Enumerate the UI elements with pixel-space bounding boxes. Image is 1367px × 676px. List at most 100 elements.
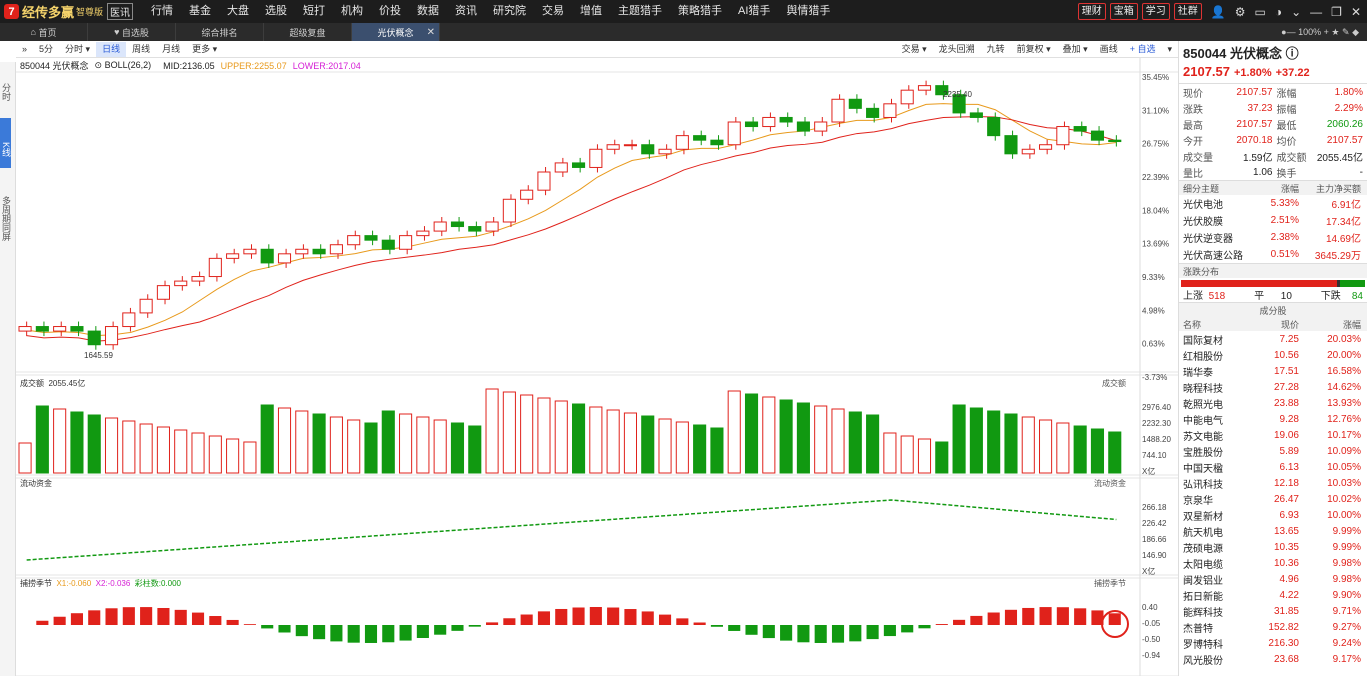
sub-theme-row[interactable]: 光伏电池 5.33% 6.91亿 bbox=[1179, 195, 1367, 212]
zoom-in-icon[interactable]: + bbox=[1323, 27, 1329, 37]
quote-cell: 振幅 bbox=[1276, 104, 1297, 116]
minimize-icon[interactable]: — bbox=[1310, 4, 1323, 19]
sub-theme-row[interactable]: 光伏高速公路 0.51% 3645.29万 bbox=[1179, 246, 1367, 263]
component-row[interactable]: 罗博特科 216.30 9.24% bbox=[1179, 635, 1367, 651]
pin-icon[interactable]: ◆ bbox=[1352, 26, 1359, 37]
col-theme: 细分主题 bbox=[1183, 183, 1220, 194]
period-monthly[interactable]: 月线 bbox=[162, 43, 181, 54]
window-icon[interactable]: ▭ bbox=[1254, 4, 1266, 19]
component-row[interactable]: 乾照光电 23.88 13.93% bbox=[1179, 395, 1367, 411]
component-row[interactable]: 中能电气 9.28 12.76% bbox=[1179, 411, 1367, 427]
menu-item-2[interactable]: 大盘 bbox=[227, 5, 250, 17]
close-tab-icon[interactable]: ✕ bbox=[426, 26, 435, 38]
osc-bar bbox=[797, 625, 810, 643]
menu-item-3[interactable]: 选股 bbox=[265, 5, 288, 17]
component-row[interactable]: 杰普特 152.82 9.27% bbox=[1179, 619, 1367, 635]
tab-pv-concept[interactable]: 光伏概念 ✕ bbox=[352, 23, 440, 41]
menu-item-10[interactable]: 交易 bbox=[542, 5, 565, 17]
menu-item-13[interactable]: 策略猎手 bbox=[678, 5, 723, 17]
component-row[interactable]: 闽发铝业 4.96 9.98% bbox=[1179, 571, 1367, 587]
tab-label: 综合排名 bbox=[201, 27, 238, 38]
menu-item-12[interactable]: 主题猎手 bbox=[618, 5, 663, 17]
draw-line-button[interactable]: 画线 bbox=[1099, 43, 1118, 54]
view-tab-kline[interactable]: K线 bbox=[0, 118, 11, 168]
component-row[interactable]: 双星新材 6.93 10.00% bbox=[1179, 507, 1367, 523]
component-row[interactable]: 拓日新能 4.22 9.90% bbox=[1179, 587, 1367, 603]
candle-body bbox=[226, 253, 240, 259]
component-row[interactable]: 京泉华 26.47 10.02% bbox=[1179, 491, 1367, 507]
component-row[interactable]: 瑞华泰 17.51 16.58% bbox=[1179, 363, 1367, 379]
overlay-button[interactable]: 叠加 ▾ bbox=[1062, 43, 1088, 54]
period-intraday[interactable]: 分时 ▾ bbox=[65, 43, 91, 54]
tab-watchlist[interactable]: ♥ 自选股 bbox=[88, 23, 176, 41]
component-row[interactable]: 国际复材 7.25 20.03% bbox=[1179, 331, 1367, 347]
edit-icon[interactable]: ✎ bbox=[1342, 26, 1350, 37]
component-row[interactable]: 茂硕电源 10.35 9.99% bbox=[1179, 539, 1367, 555]
osc-bar bbox=[36, 620, 49, 625]
leader-trace-button[interactable]: 龙头回溯 bbox=[938, 43, 975, 54]
component-row[interactable]: 宝胜股份 5.89 10.09% bbox=[1179, 443, 1367, 459]
component-row[interactable]: 航天机电 13.65 9.99% bbox=[1179, 523, 1367, 539]
add-watchlist-button[interactable]: + 自选 bbox=[1129, 43, 1156, 54]
menu-item-14[interactable]: AI猎手 bbox=[738, 5, 771, 17]
close-icon[interactable]: ✕ bbox=[1350, 4, 1361, 19]
menu-item-1[interactable]: 基金 bbox=[189, 5, 212, 17]
chevron-down-icon[interactable]: ⌄ bbox=[1291, 4, 1302, 19]
menu-item-0[interactable]: 行情 bbox=[151, 5, 174, 17]
nine-turn-button[interactable]: 九转 bbox=[986, 43, 1005, 54]
star-icon[interactable]: ★ bbox=[1331, 26, 1340, 37]
component-cell: 16.58% bbox=[1327, 365, 1361, 377]
menu-item-8[interactable]: 资讯 bbox=[455, 5, 478, 17]
view-tab-multi[interactable]: 多周期同屏 bbox=[1, 195, 11, 241]
component-row[interactable]: 晓程科技 27.28 14.62% bbox=[1179, 379, 1367, 395]
app-logo[interactable]: 7 经传多赢 智尊版 医讯 bbox=[0, 0, 134, 23]
components-list[interactable]: 国际复材 7.25 20.03% 红相股份 10.56 20.00% 瑞华泰 17.51 16.… bbox=[1179, 331, 1367, 667]
gear-icon[interactable]: ⚙ bbox=[1234, 4, 1246, 19]
menu-item-11[interactable]: 增值 bbox=[580, 5, 603, 17]
tab-home[interactable]: ⌂ 首页 bbox=[0, 23, 88, 41]
component-row[interactable]: 中国天楹 6.13 10.05% bbox=[1179, 459, 1367, 475]
component-row[interactable]: 弘讯科技 12.18 10.03% bbox=[1179, 475, 1367, 491]
period-5min[interactable]: 5分 bbox=[39, 43, 54, 54]
sub-theme-row[interactable]: 光伏胶膜 2.51% 17.34亿 bbox=[1179, 212, 1367, 229]
component-row[interactable]: 风光股份 23.68 9.17% bbox=[1179, 651, 1367, 667]
trade-button[interactable]: 交易 ▾ bbox=[901, 43, 927, 54]
tab-label: 自选股 bbox=[121, 27, 149, 38]
menu-item-9[interactable]: 研究院 bbox=[493, 5, 527, 17]
restore-icon[interactable]: ❐ bbox=[1331, 4, 1342, 19]
adjust-button[interactable]: 前复权 ▾ bbox=[1016, 43, 1051, 54]
component-row[interactable]: 红相股份 10.56 20.00% bbox=[1179, 347, 1367, 363]
user-icon[interactable]: 👤 bbox=[1210, 4, 1226, 19]
indicator-name[interactable]: ⊙ BOLL(26,2) bbox=[94, 60, 152, 70]
info-icon[interactable]: ⓘ bbox=[1285, 46, 1299, 61]
toolbar-more-button[interactable]: ▾ bbox=[1167, 43, 1172, 54]
period-daily[interactable]: 日线 bbox=[96, 41, 127, 57]
component-row[interactable]: 能辉科技 31.85 9.71% bbox=[1179, 603, 1367, 619]
menu-item-15[interactable]: 舆情猎手 bbox=[786, 5, 831, 17]
top-button-xuexi[interactable]: 学习 bbox=[1141, 3, 1170, 20]
top-button-shequn[interactable]: 社群 bbox=[1173, 3, 1202, 20]
period-more[interactable]: 更多 ▾ bbox=[192, 43, 218, 54]
candle-body bbox=[1090, 130, 1105, 141]
menu-item-4[interactable]: 短打 bbox=[303, 5, 326, 17]
skin-icon[interactable]: ◑ bbox=[1274, 4, 1283, 19]
top-button-licai[interactable]: 理财 bbox=[1077, 3, 1106, 20]
chart-canvas[interactable]: 35.45% 31.10% 26.75% 22.39% 18.04% 13.69% 9.33… bbox=[0, 0, 1178, 676]
top-button-baoxiang[interactable]: 宝箱 bbox=[1109, 3, 1138, 20]
view-tab-intraday[interactable]: 分时 bbox=[1, 83, 11, 101]
expand-icon[interactable]: » bbox=[22, 43, 28, 54]
component-row[interactable]: 苏文电能 19.06 10.17% bbox=[1179, 427, 1367, 443]
sub-theme-row[interactable]: 光伏逆变器 2.38% 14.69亿 bbox=[1179, 229, 1367, 246]
tab-review[interactable]: 超级复盘 bbox=[264, 23, 352, 41]
period-weekly[interactable]: 周线 bbox=[132, 43, 151, 54]
menu-item-7[interactable]: 数据 bbox=[417, 5, 440, 17]
zoom-slider-icon[interactable]: ●— bbox=[1281, 27, 1296, 37]
osc-bar bbox=[953, 619, 966, 625]
menu-item-5[interactable]: 机构 bbox=[341, 5, 364, 17]
component-cell: 10.17% bbox=[1327, 429, 1361, 441]
tab-ranking[interactable]: 综合排名 bbox=[176, 23, 264, 41]
component-row[interactable]: 太阳电缆 10.36 9.98% bbox=[1179, 555, 1367, 571]
menu-item-6[interactable]: 价投 bbox=[379, 5, 402, 17]
brand-badge[interactable]: 医讯 bbox=[107, 3, 134, 20]
component-cell: 20.03% bbox=[1327, 333, 1361, 345]
